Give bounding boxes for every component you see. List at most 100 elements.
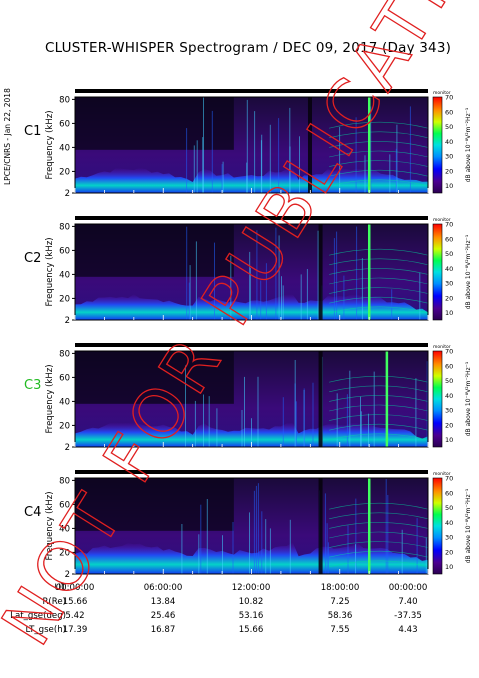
vertical-streak xyxy=(415,378,417,447)
harmonic-arc xyxy=(329,248,429,256)
y-tick-label: 80 xyxy=(59,95,70,105)
colorbar-tick-label: 60 xyxy=(445,108,453,116)
vertical-streak xyxy=(373,371,375,447)
vertical-streak xyxy=(343,275,345,320)
vertical-streak xyxy=(249,251,251,320)
y-tick-label: 20 xyxy=(59,167,70,177)
vertical-streak xyxy=(356,226,358,320)
vertical-streak xyxy=(208,396,210,447)
vertical-streak xyxy=(189,265,191,320)
harmonic-arc xyxy=(329,121,429,129)
harmonic-arc xyxy=(329,306,429,314)
y-tick-label: 60 xyxy=(59,500,70,510)
harmonic-arc xyxy=(329,287,429,294)
vertical-streak xyxy=(222,161,224,193)
vertical-streak xyxy=(282,285,284,320)
colorbar-tick-label: 60 xyxy=(445,489,453,497)
colorbar-tick-label: 40 xyxy=(445,392,453,400)
footer-value: 5.42 xyxy=(65,611,85,621)
colorbar-top-label: monitor xyxy=(433,471,451,477)
vertical-streak xyxy=(202,137,204,193)
colorbar-tick-label: 20 xyxy=(445,548,453,556)
colorbar-unit-label: dB above 10⁻⁸V²m⁻²Hz⁻¹ xyxy=(465,107,472,182)
vertical-streak xyxy=(254,111,256,193)
harmonic-arc xyxy=(329,512,429,520)
colorbar-tick-label: 30 xyxy=(445,280,453,288)
harmonic-arc xyxy=(329,423,429,431)
data-gap xyxy=(318,224,323,320)
colorbar-tick-label: 50 xyxy=(445,504,453,512)
harmonic-arc xyxy=(329,522,429,529)
harmonic-arc xyxy=(329,531,429,539)
colorbar-tick-label: 60 xyxy=(445,235,453,243)
colorbar xyxy=(432,223,443,321)
footer-value: 15.66 xyxy=(238,625,264,635)
footer-row: R(Re) 15.66 13.84 10.82 7.25 7.40 xyxy=(0,597,479,609)
colorbar-tick-label: 30 xyxy=(445,407,453,415)
vertical-streak xyxy=(278,118,280,193)
emission-band xyxy=(75,542,428,574)
data-gap xyxy=(318,478,323,574)
data-gap xyxy=(318,351,323,447)
vertical-streak xyxy=(306,269,308,320)
vertical-streak xyxy=(232,522,234,574)
vertical-streak xyxy=(253,490,255,574)
vertical-streak xyxy=(401,529,403,574)
vertical-streak xyxy=(387,495,389,574)
vertical-streak xyxy=(249,512,250,574)
vertical-streak xyxy=(265,263,267,320)
vertical-streak xyxy=(355,544,356,574)
active-sounding-line xyxy=(385,351,389,447)
colorbar-tick-label: 40 xyxy=(445,519,453,527)
y-tick-label: 20 xyxy=(59,548,70,558)
vertical-streak xyxy=(425,537,427,574)
colorbar-tick-label: 30 xyxy=(445,534,453,542)
vertical-streak xyxy=(336,231,338,320)
vertical-streak xyxy=(200,504,202,574)
active-sounding-line xyxy=(367,224,371,320)
harmonic-arc xyxy=(329,131,429,139)
vertical-streak xyxy=(409,106,411,193)
y-axis-label: Frequency (kHz) xyxy=(45,110,55,179)
harmonic-arc xyxy=(329,375,429,383)
harmonic-arc xyxy=(329,395,429,402)
footer-value: 00:00:00 xyxy=(55,583,95,593)
harmonic-arc xyxy=(329,541,429,548)
vertical-streak xyxy=(360,411,362,447)
footer-value: 53.16 xyxy=(238,611,264,621)
panel-label: C3 xyxy=(24,378,41,393)
vertical-streak xyxy=(336,393,338,447)
y-tick-label: 60 xyxy=(59,373,70,383)
harmonic-arc xyxy=(329,550,429,558)
panel-label: C1 xyxy=(24,124,41,139)
vertical-streak xyxy=(312,382,314,447)
harmonic-arc xyxy=(329,560,429,568)
vertical-streak xyxy=(196,140,198,193)
colorbar xyxy=(432,477,443,575)
vertical-streak xyxy=(269,124,271,193)
footer-row: LT_gse(h) 17.39 16.87 15.66 7.55 4.43 xyxy=(0,625,479,637)
footer-value: 7.40 xyxy=(398,597,418,607)
vertical-streak xyxy=(426,361,428,447)
harmonic-arc xyxy=(329,502,429,510)
y-tick-label: 20 xyxy=(59,421,70,431)
colorbar-tick-label: 50 xyxy=(445,123,453,131)
footer-value: 4.43 xyxy=(398,625,418,635)
footer-value: 06:00:00 xyxy=(143,583,183,593)
colorbar-tick-label: 70 xyxy=(445,475,453,483)
footer-value: 25.46 xyxy=(150,611,176,621)
harmonic-arc xyxy=(329,179,429,187)
footer-value: 13.84 xyxy=(150,597,176,607)
colorbar-tick-label: 10 xyxy=(445,182,453,190)
y-tick-label: 2 xyxy=(65,189,70,199)
vertical-streak xyxy=(211,110,213,193)
vertical-streak xyxy=(203,394,204,447)
vertical-streak xyxy=(214,242,215,320)
vertical-streak xyxy=(222,535,223,574)
colorbar xyxy=(432,350,443,448)
status-bar xyxy=(75,470,428,474)
colorbar-unit-label: dB above 10⁻⁸V²m⁻²Hz⁻¹ xyxy=(465,488,472,563)
harmonic-arc xyxy=(329,169,429,177)
y-tick-label: 40 xyxy=(59,270,70,280)
